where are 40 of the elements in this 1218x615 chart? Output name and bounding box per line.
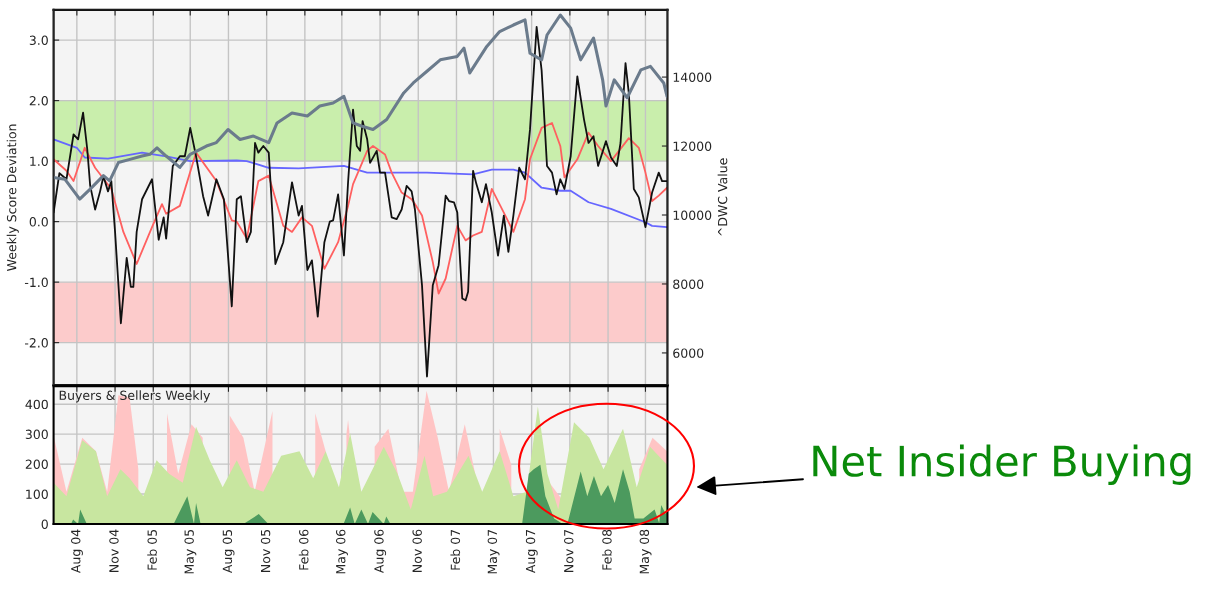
y-axis-title: Weekly Score Deviation	[6, 124, 19, 271]
y-tick-label: 100	[26, 489, 48, 499]
y2-tick-label: 6000	[673, 348, 704, 358]
x-tick-label: Nov 05	[260, 529, 271, 572]
y-tick-label: 1.0	[30, 156, 48, 167]
x-tick-label: Nov 06	[412, 529, 422, 572]
text: Net Insider Buying	[813, 444, 1191, 485]
y-tick-label: 0.0	[29, 217, 48, 227]
y-tick-label: 3.0	[29, 35, 48, 46]
line-series	[53, 122, 668, 295]
y2-tick-label: 10000	[673, 210, 712, 220]
y2-tick-label: 12000	[673, 141, 712, 151]
y-tick-label: 2.0	[29, 96, 48, 106]
x-tick-label: May 07	[487, 529, 500, 574]
y-tick-label: -1.0	[24, 277, 48, 288]
x-tick-label: Aug 04	[71, 529, 83, 574]
x-tick-label: Nov 04	[109, 529, 119, 572]
x-tick-label: Aug 06	[374, 529, 387, 574]
y-tick-label: 0	[41, 519, 48, 529]
y2-tick-label: 8000	[673, 279, 704, 289]
x-tick-label: Aug 05	[222, 529, 235, 574]
y-tick-label: -2.0	[24, 338, 48, 348]
x-tick-label: May 08	[639, 529, 652, 574]
x-tick-label: Nov 07	[564, 529, 574, 572]
line-series	[53, 13, 668, 201]
y2-tick-label: 14000	[673, 72, 712, 82]
x-tick-label: Feb 07	[450, 529, 461, 570]
x-tick-label: Aug 07	[525, 529, 538, 574]
x-tick-label: Feb 06	[298, 529, 309, 570]
line-series	[53, 138, 668, 228]
y-tick-label: 200	[25, 459, 48, 470]
x-tick-label: Feb 08	[602, 529, 612, 570]
chart-title: Buyers & Sellers Weekly	[59, 390, 211, 403]
y-tick-label: 400	[25, 399, 48, 410]
y-tick-label: 300	[25, 429, 48, 440]
x-tick-label: Feb 05	[147, 529, 157, 570]
x-tick-label: May 06	[336, 529, 348, 574]
line-series	[53, 25, 668, 378]
x-tick-label: May 05	[184, 529, 197, 574]
y2-axis-title: ^DWC Value	[717, 158, 728, 236]
